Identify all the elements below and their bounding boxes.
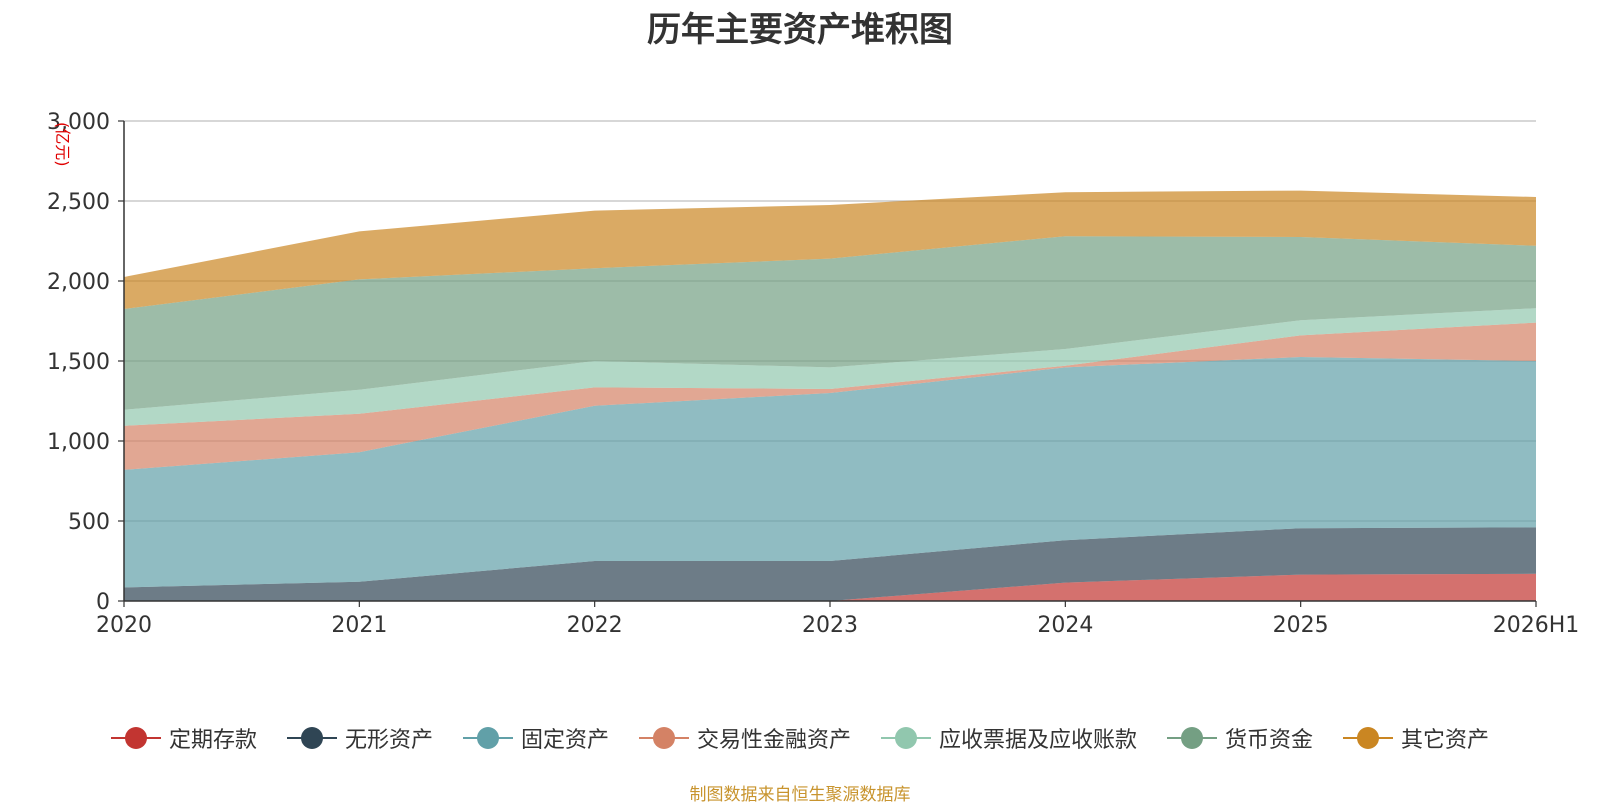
legend-item[interactable]: 交易性金融资产 <box>638 722 851 754</box>
x-tick-label: 2022 <box>567 613 623 638</box>
x-tick-label: 2021 <box>331 613 387 638</box>
legend-label: 无形资产 <box>344 728 433 753</box>
legend-item[interactable]: 定期存款 <box>110 722 257 754</box>
legend-label: 固定资产 <box>520 728 609 753</box>
area-其它资产 <box>124 190 1536 309</box>
area-无形资产 <box>124 527 1536 601</box>
legend-marker-icon <box>1343 726 1394 750</box>
legend-item[interactable]: 固定资产 <box>462 722 609 754</box>
legend-label: 其它资产 <box>1401 728 1490 753</box>
y-tick-label: 1,500 <box>47 350 110 375</box>
area-应收票据及应收账款 <box>124 308 1536 426</box>
y-axis-unit: (亿元) <box>53 122 72 167</box>
legend-item[interactable]: 其它资产 <box>1343 722 1489 754</box>
area-series <box>124 190 1536 601</box>
axes: 0 500 1,000 1,500 2,000 2,500 3,000 2020 2021 202… <box>47 110 1579 638</box>
area-货币资金 <box>124 236 1536 410</box>
legend: 定期存款 无形资产 固定资产 交易性金融资产 应收票据及应收账款 货币资金 其它资产 <box>0 718 1600 758</box>
source-note: 制图数据来自恒生聚源数据库 <box>689 785 911 805</box>
area-定期存款 <box>124 573 1536 601</box>
legend-item[interactable]: 货币资金 <box>1167 722 1313 754</box>
y-tick-label: 2,500 <box>47 190 110 215</box>
legend-marker-icon <box>286 726 337 750</box>
y-tick-label: 3,000 <box>47 110 110 135</box>
stacked-area-chart: 0 500 1,000 1,500 2,000 2,500 3,000 2020 2021 202… <box>47 110 1579 638</box>
legend-label: 交易性金融资产 <box>696 728 851 753</box>
legend-marker-icon <box>1167 726 1218 750</box>
legend-marker-icon <box>638 726 689 750</box>
x-tick-label: 2023 <box>802 613 858 638</box>
x-tick-label: 2026H1 <box>1493 613 1580 638</box>
x-tick-label: 2025 <box>1273 613 1329 638</box>
area-固定资产 <box>124 357 1536 588</box>
x-tick-label: 2020 <box>96 613 152 638</box>
y-tick-label: 2,000 <box>47 270 110 295</box>
legend-item[interactable]: 应收票据及应收账款 <box>881 722 1137 754</box>
y-tick-label: 1,000 <box>47 430 110 455</box>
legend-marker-icon <box>462 726 513 750</box>
y-tick-label: 500 <box>68 510 110 535</box>
chart-title: 历年主要资产堆积图 <box>647 10 953 50</box>
legend-marker-icon <box>110 726 161 750</box>
legend-label: 定期存款 <box>168 728 257 753</box>
legend-label: 应收票据及应收账款 <box>939 728 1138 753</box>
area-交易性金融资产 <box>124 322 1536 470</box>
y-tick-label: 0 <box>96 590 110 615</box>
legend-marker-icon <box>881 726 931 750</box>
legend-label: 货币资金 <box>1225 728 1314 753</box>
legend-item[interactable]: 无形资产 <box>286 722 433 754</box>
x-tick-label: 2024 <box>1037 613 1093 638</box>
